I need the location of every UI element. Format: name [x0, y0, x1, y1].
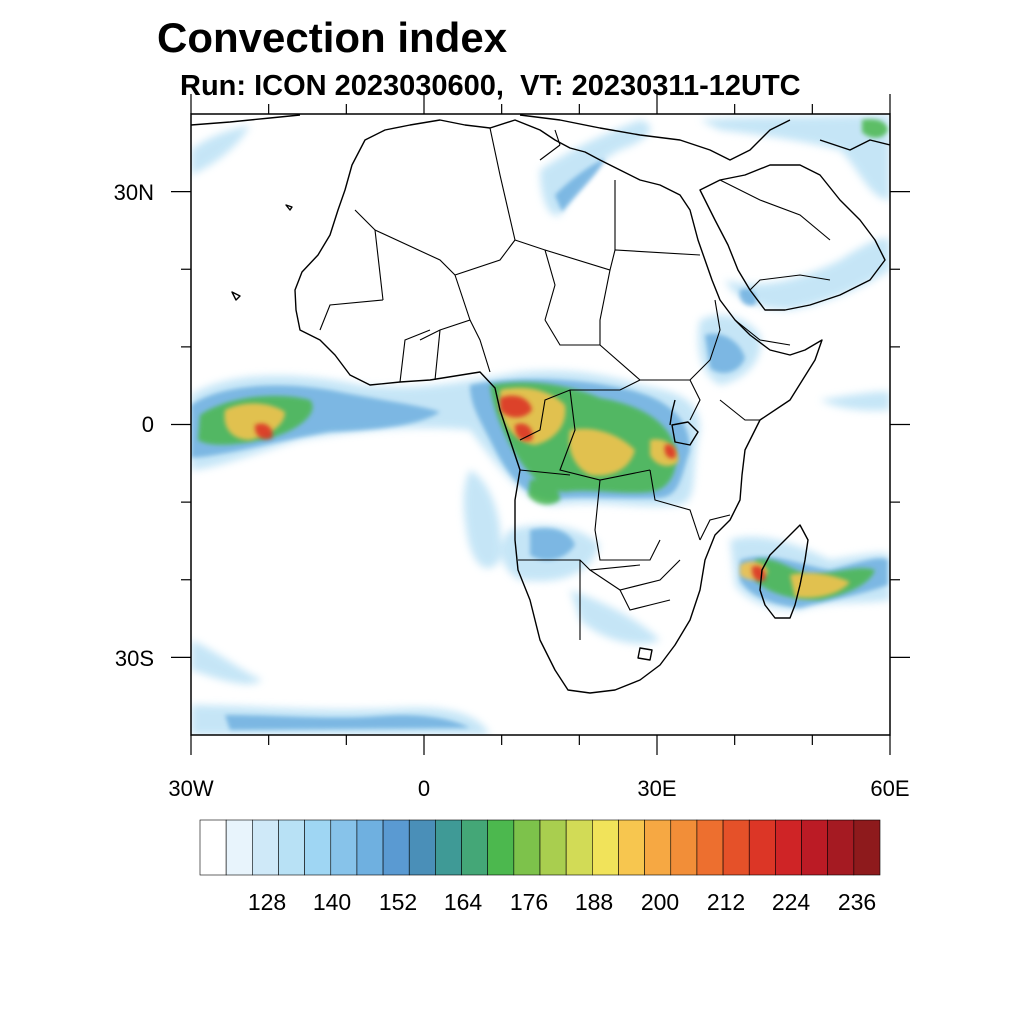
colorbar-box	[382, 819, 410, 876]
colorbar-label: 176	[509, 889, 549, 915]
lon-label-30e: 30E	[637, 776, 677, 801]
colorbar-box	[722, 819, 750, 876]
colorbar-box	[565, 819, 593, 876]
colorbar-label: 152	[378, 889, 418, 915]
lon-label-60e: 60E	[870, 776, 910, 801]
colorbar-box	[435, 819, 462, 876]
lat-label-30n: 30N	[113, 180, 154, 205]
colorbar-label: 164	[443, 889, 483, 915]
coastlines	[191, 114, 890, 694]
lat-label-30s: 30S	[114, 646, 154, 671]
map-subtitle: Run: ICON 2023030600, VT: 20230311-12UTC	[180, 70, 801, 102]
colorbar-box	[278, 819, 305, 876]
lon-label-30w: 30W	[168, 776, 214, 801]
colorbar-box	[356, 819, 384, 876]
colorbar-box	[827, 819, 855, 876]
colorbar-label: 224	[771, 889, 811, 915]
colorbar-box	[592, 819, 619, 876]
colorbar	[199, 819, 881, 876]
country-borders	[319, 127, 831, 640]
colorbar-box	[853, 819, 881, 876]
convection-field	[191, 114, 890, 735]
colorbar-box	[330, 819, 358, 876]
colorbar-box	[748, 819, 776, 876]
colorbar-box	[252, 819, 279, 876]
colorbar-box	[618, 819, 645, 876]
colorbar-box	[408, 819, 436, 876]
colorbar-box	[487, 819, 515, 876]
colorbar-box	[775, 819, 802, 876]
colorbar-box	[696, 819, 724, 876]
colorbar-box	[461, 819, 488, 876]
colorbar-box	[304, 819, 332, 876]
colorbar-box	[513, 819, 541, 876]
lon-label-0: 0	[417, 776, 431, 801]
colorbar-box	[670, 819, 698, 876]
axis-ticks	[171, 94, 910, 755]
colorbar-label: 212	[706, 889, 746, 915]
colorbar-label: 200	[640, 889, 680, 915]
colorbar-box	[539, 819, 567, 876]
colorbar-label: 128	[247, 889, 287, 915]
colorbar-label: 236	[837, 889, 877, 915]
colorbar-box	[199, 819, 227, 876]
colorbar-box	[644, 819, 672, 876]
colorbar-box	[225, 819, 253, 876]
colorbar-box	[801, 819, 828, 876]
lat-label-0: 0	[141, 412, 154, 437]
map-title: Convection index	[157, 14, 508, 61]
colorbar-label: 140	[312, 889, 352, 915]
colorbar-label: 188	[574, 889, 614, 915]
